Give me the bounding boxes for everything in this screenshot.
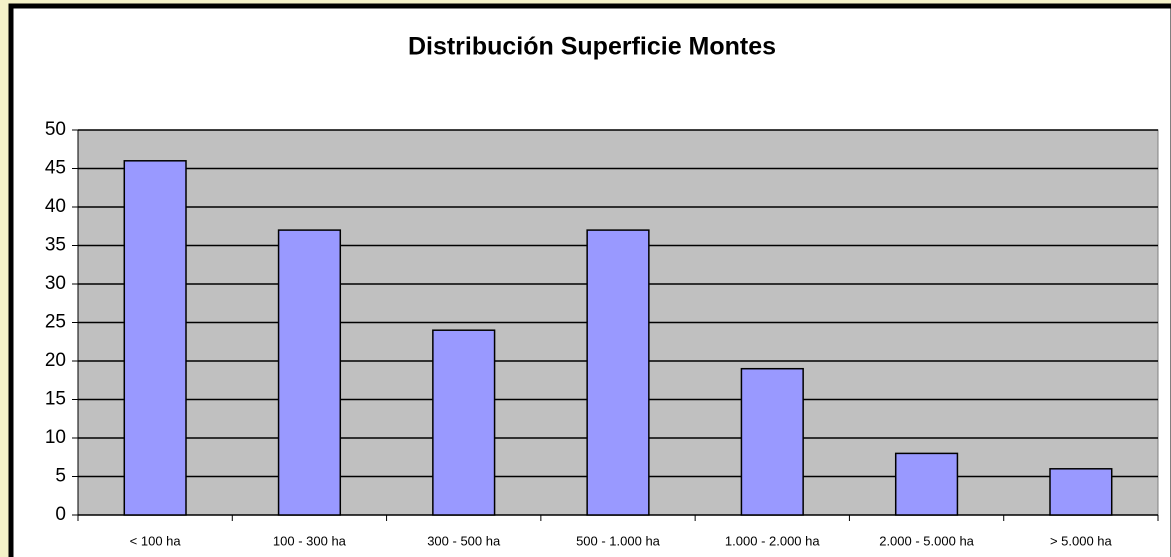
x-tick-label: > 5.000 ha bbox=[1050, 533, 1113, 548]
y-tick-label: 45 bbox=[45, 158, 66, 179]
x-tick-label: 1.000 - 2.000 ha bbox=[725, 533, 820, 548]
chart-title: Distribución Superficie Montes bbox=[408, 33, 776, 61]
x-tick-label: 500 - 1.000 ha bbox=[576, 533, 661, 548]
bar bbox=[740, 367, 804, 516]
x-tick-label: 100 - 300 ha bbox=[273, 533, 347, 548]
bar bbox=[894, 452, 959, 516]
y-tick-label: 35 bbox=[45, 235, 66, 256]
bar bbox=[432, 329, 496, 516]
y-tick-label: 25 bbox=[45, 312, 66, 333]
x-tick-label: 2.000 - 5.000 ha bbox=[879, 533, 974, 548]
y-tick-label: 30 bbox=[45, 273, 66, 294]
bar bbox=[277, 229, 342, 516]
y-tick-label: 20 bbox=[45, 350, 66, 371]
y-tick-label: 10 bbox=[45, 427, 66, 448]
y-tick-label: 0 bbox=[55, 504, 66, 525]
y-tick-label: 50 bbox=[45, 119, 66, 140]
y-tick-label: 15 bbox=[45, 389, 66, 410]
x-tick-label: < 100 ha bbox=[130, 533, 182, 548]
bar bbox=[586, 229, 650, 516]
bar bbox=[1049, 468, 1113, 516]
y-tick-label: 40 bbox=[45, 196, 66, 217]
x-tick-label: 300 - 500 ha bbox=[427, 533, 501, 548]
bar bbox=[123, 160, 187, 516]
y-tick-label: 5 bbox=[55, 466, 66, 487]
